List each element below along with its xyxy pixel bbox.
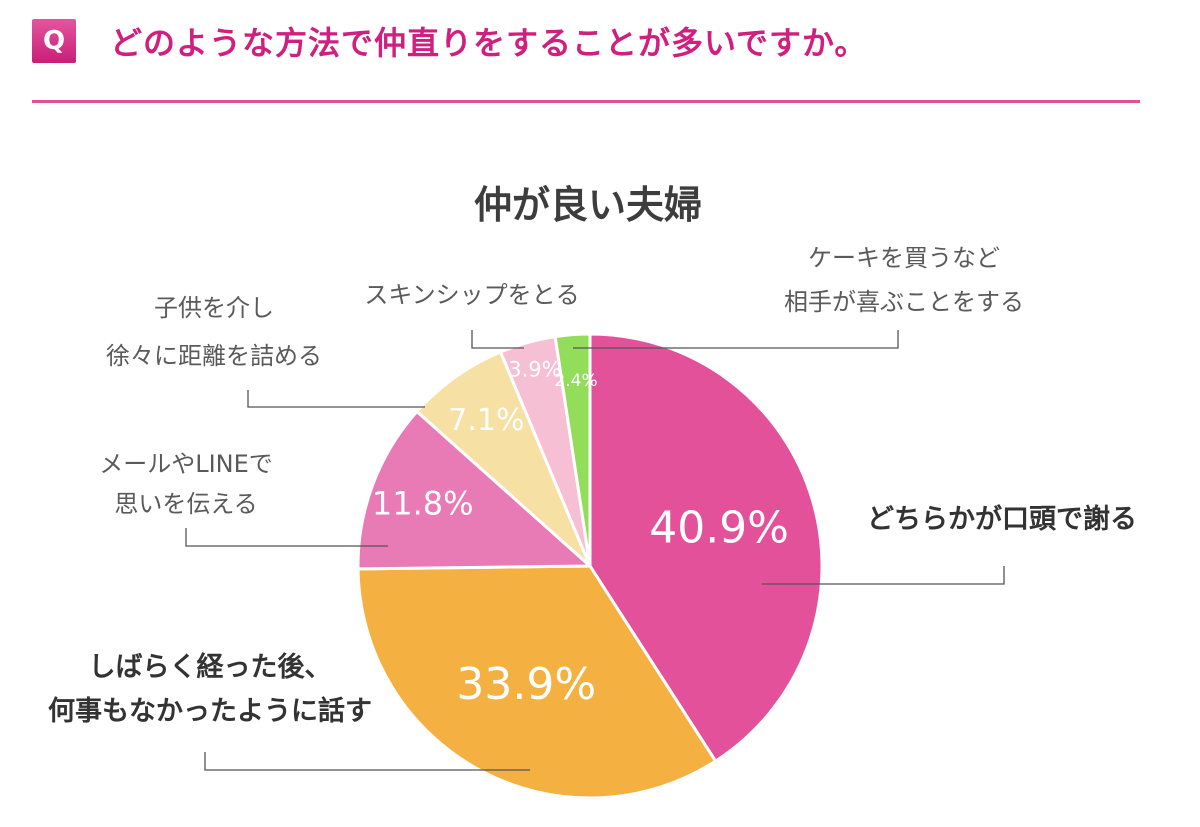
leader-lines: [185, 330, 1005, 771]
value-label-1: 33.9%: [456, 659, 596, 710]
category-label-5: ケーキを買うなど相手が喜ぶことをする: [784, 244, 1024, 316]
leader-line-5: [573, 330, 899, 349]
value-label-0: 40.9%: [649, 503, 789, 554]
category-label-4: スキンシップをとる: [364, 281, 579, 309]
value-label-3: 7.1%: [448, 403, 524, 438]
pie-slice-2: [356, 409, 592, 571]
pie-slice-3: [415, 350, 592, 568]
question-title: どのような方法で仲直りをすることが多いですか。: [110, 24, 868, 62]
leader-line-2: [185, 528, 388, 547]
leader-line-3: [247, 390, 425, 408]
value-label-5: 2.4%: [554, 371, 597, 391]
value-label-4: 3.9%: [508, 357, 561, 381]
category-label-0: どちらかが口頭で謝る: [867, 503, 1137, 535]
header-divider: [32, 100, 1140, 103]
leader-line-4: [471, 330, 524, 349]
value-label-2: 11.8%: [372, 484, 474, 522]
pie-slice-5: [553, 332, 592, 568]
pie-slices: [356, 332, 824, 800]
q-badge-icon: Q: [32, 19, 76, 63]
category-label-1: しばらく経った後、何事もなかったように話す: [48, 651, 372, 727]
category-label-2: メールやLINEで思いを伝える: [99, 450, 273, 518]
chart-title: 仲が良い夫婦: [474, 183, 702, 227]
question-header: Q どのような方法で仲直りをすることが多いですか。: [32, 18, 867, 64]
category-label-3: 子供を介し徐々に距離を詰める: [106, 294, 322, 370]
leader-line-0: [762, 566, 1005, 585]
leader-line-1: [204, 752, 530, 771]
value-labels: 40.9% 33.9% 11.8% 7.1% 3.9%2.4%: [372, 357, 789, 710]
